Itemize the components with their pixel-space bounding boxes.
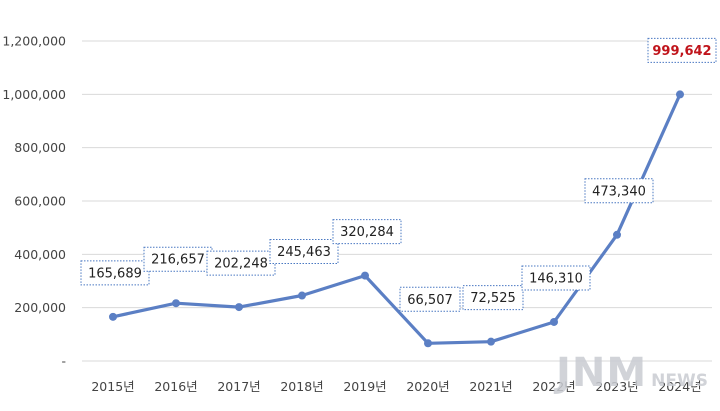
data-label: 165,689 [88, 266, 142, 281]
data-label-box [269, 239, 339, 265]
data-label: 202,248 [214, 257, 268, 272]
y-tick-label: 800,000 [14, 140, 66, 155]
data-point [613, 230, 621, 239]
data-label: 473,340 [592, 184, 646, 199]
data-label: 999,642 [652, 44, 711, 59]
y-tick-label: 1,000,000 [2, 87, 66, 102]
x-tick-label: 2017년 [217, 379, 260, 394]
data-point [109, 312, 117, 321]
data-label: 146,310 [529, 271, 583, 286]
data-label: 245,463 [277, 245, 331, 260]
data-label: 320,284 [340, 225, 394, 240]
x-tick-label: 2024년 [658, 379, 701, 394]
data-point [361, 271, 369, 280]
data-label-box [462, 285, 524, 311]
x-tick-label: 2018년 [280, 379, 323, 394]
data-point [676, 90, 684, 99]
data-label-box [521, 265, 591, 291]
data-label-box [399, 286, 461, 312]
x-tick-label: 2019년 [343, 379, 386, 394]
y-tick-label: 600,000 [14, 194, 66, 209]
data-point [550, 317, 558, 326]
data-label-box [647, 37, 717, 63]
data-label: 72,525 [470, 291, 516, 306]
data-label: 66,507 [407, 293, 453, 308]
data-labels: 165,689 216,657 202,248 245,463 320,284 66,50… [80, 37, 717, 312]
y-tick-label: 200,000 [14, 300, 66, 315]
data-label-box [80, 260, 150, 286]
x-tick-label: 2020년 [406, 379, 449, 394]
series-line [111, 92, 682, 345]
y-tick-label: 1,200,000 [2, 34, 66, 49]
x-tick-label: 2015년 [91, 379, 134, 394]
y-tick-label: - [61, 354, 66, 369]
data-label-box [143, 246, 213, 272]
data-label-box [206, 250, 276, 276]
data-point [424, 339, 432, 348]
data-point [487, 337, 495, 346]
x-tick-label: 2022년 [532, 379, 575, 394]
data-label: 216,657 [151, 253, 205, 268]
data-point [172, 299, 180, 308]
series-layer [109, 90, 684, 348]
x-tick-label: 2023년 [595, 379, 638, 394]
y-axis-ticks: - 200,000 400,000 600,000 800,000 1,000,000 1,… [2, 34, 66, 369]
data-point [298, 291, 306, 300]
y-tick-label: 400,000 [14, 247, 66, 262]
x-axis-ticks: 2015년 2016년 2017년 2018년 2019년 2020년 2021년 2022년… [91, 379, 701, 394]
x-tick-label: 2016년 [154, 379, 197, 394]
data-label-box [332, 219, 402, 245]
data-point [235, 303, 243, 312]
data-label-box [584, 178, 654, 204]
x-tick-label: 2021년 [469, 379, 512, 394]
